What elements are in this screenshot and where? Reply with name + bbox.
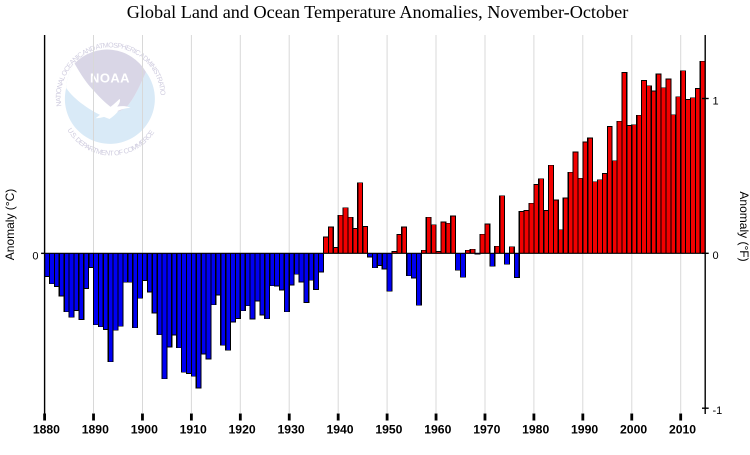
svg-text:2000: 2000 (620, 423, 647, 437)
svg-text:1910: 1910 (180, 423, 207, 437)
svg-text:1960: 1960 (424, 423, 451, 437)
svg-text:1920: 1920 (229, 423, 256, 437)
svg-text:0: 0 (32, 251, 38, 263)
svg-text:1890: 1890 (82, 423, 109, 437)
svg-text:1900: 1900 (131, 423, 158, 437)
svg-text:1950: 1950 (375, 423, 402, 437)
svg-text:0: 0 (713, 250, 719, 262)
svg-text:1: 1 (713, 95, 719, 107)
svg-text:1970: 1970 (473, 423, 500, 437)
svg-text:1990: 1990 (571, 423, 598, 437)
svg-text:1940: 1940 (326, 423, 353, 437)
svg-text:1930: 1930 (278, 423, 305, 437)
svg-text:-1: -1 (713, 405, 723, 417)
svg-text:Anomaly (°C): Anomaly (°C) (3, 189, 17, 260)
svg-text:2010: 2010 (669, 423, 696, 437)
svg-text:Anomaly (°F): Anomaly (°F) (737, 191, 750, 261)
svg-text:NOAA: NOAA (90, 70, 130, 85)
svg-text:1880: 1880 (33, 423, 60, 437)
svg-text:Global Land and Ocean Temperat: Global Land and Ocean Temperature Anomal… (127, 2, 629, 22)
svg-text:1980: 1980 (522, 423, 549, 437)
